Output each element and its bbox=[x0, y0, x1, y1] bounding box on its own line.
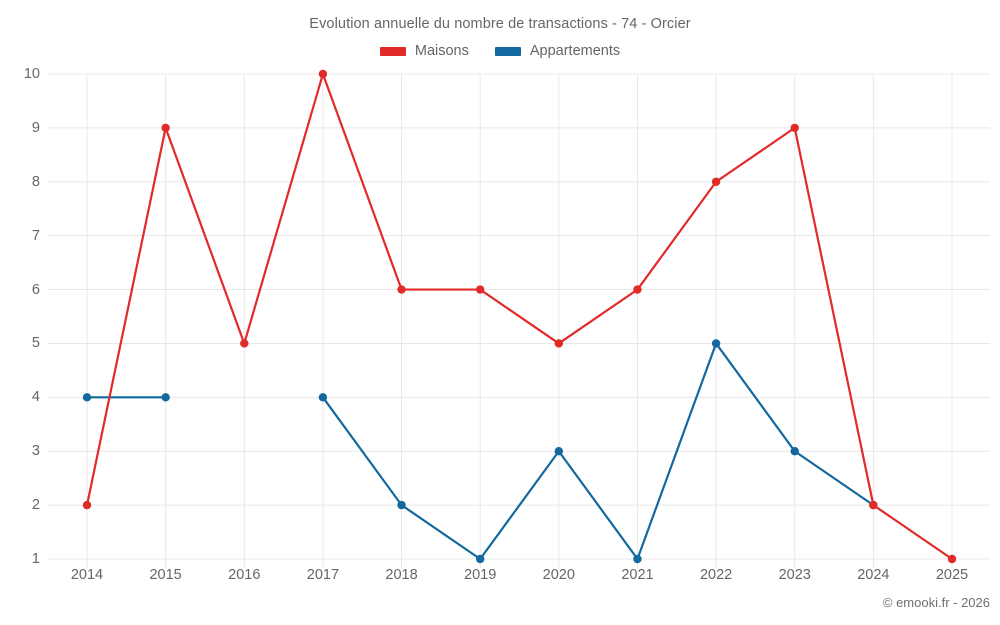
data-point-appartements[interactable] bbox=[554, 447, 564, 456]
y-axis-label: 7 bbox=[31, 227, 40, 244]
data-point-appartements[interactable] bbox=[318, 393, 328, 402]
data-point-appartements[interactable] bbox=[633, 554, 642, 564]
x-axis-label: 2017 bbox=[306, 567, 340, 583]
data-point-maisons[interactable] bbox=[318, 69, 328, 79]
chart-title: Evolution annuelle du nombre de transact… bbox=[309, 16, 691, 32]
y-axis-label: 6 bbox=[31, 281, 40, 298]
data-point-maisons[interactable] bbox=[82, 500, 92, 510]
data-point-maisons[interactable] bbox=[869, 500, 878, 510]
data-point-appartements[interactable] bbox=[475, 554, 485, 564]
data-point-maisons[interactable] bbox=[475, 285, 485, 294]
y-axis-label: 8 bbox=[31, 173, 40, 190]
data-point-appartements[interactable] bbox=[711, 339, 721, 348]
legend-item-appartements[interactable]: Appartements bbox=[494, 43, 621, 59]
data-point-appartements[interactable] bbox=[82, 393, 92, 402]
y-axis-label: 2 bbox=[31, 497, 40, 514]
data-point-maisons[interactable] bbox=[554, 339, 564, 348]
y-axis-label: 9 bbox=[31, 119, 40, 136]
x-axis-label: 2016 bbox=[228, 567, 261, 583]
chart-legend: Maisons Appartements bbox=[0, 44, 1000, 59]
legend-swatch-icon bbox=[379, 46, 406, 56]
data-point-appartements[interactable] bbox=[790, 447, 799, 456]
data-point-maisons[interactable] bbox=[633, 285, 642, 294]
data-point-maisons[interactable] bbox=[711, 177, 721, 186]
y-axis-tick-labels: 1 2 3 4 5 6 7 8 9 10 bbox=[0, 0, 40, 625]
copyright-credit: © emooki.fr - 2026 bbox=[882, 595, 990, 610]
data-point-appartements[interactable] bbox=[161, 393, 170, 402]
legend-item-maisons[interactable]: Maisons bbox=[379, 43, 469, 59]
y-axis-label: 3 bbox=[31, 443, 40, 460]
series-line-maisons bbox=[85, 72, 954, 561]
series-line-appartements bbox=[321, 342, 875, 561]
data-point-appartements[interactable] bbox=[397, 500, 406, 510]
x-axis-label: 2021 bbox=[621, 567, 654, 583]
legend-label: Appartements bbox=[529, 43, 621, 59]
data-point-maisons[interactable] bbox=[790, 123, 799, 133]
x-axis-label: 2023 bbox=[778, 567, 811, 583]
y-axis-label: 1 bbox=[31, 551, 40, 567]
x-axis-label: 2015 bbox=[149, 567, 182, 583]
x-axis-label: 2022 bbox=[699, 567, 733, 583]
y-axis-label: 5 bbox=[31, 335, 40, 352]
y-axis-label: 4 bbox=[31, 389, 40, 406]
x-axis-label: 2025 bbox=[935, 567, 969, 583]
x-axis-label: 2024 bbox=[857, 567, 890, 583]
legend-swatch-icon bbox=[494, 46, 521, 56]
data-point-maisons[interactable] bbox=[947, 554, 957, 564]
data-point-maisons[interactable] bbox=[397, 285, 406, 294]
data-point-maisons[interactable] bbox=[161, 123, 170, 133]
y-axis-label: 10 bbox=[23, 66, 40, 82]
x-axis-label: 2019 bbox=[464, 567, 497, 583]
legend-label: Maisons bbox=[414, 43, 469, 59]
x-axis-label: 2014 bbox=[70, 567, 104, 583]
x-axis-label: 2020 bbox=[542, 567, 575, 583]
data-point-maisons[interactable] bbox=[240, 339, 249, 348]
x-axis-label: 2018 bbox=[385, 567, 418, 583]
